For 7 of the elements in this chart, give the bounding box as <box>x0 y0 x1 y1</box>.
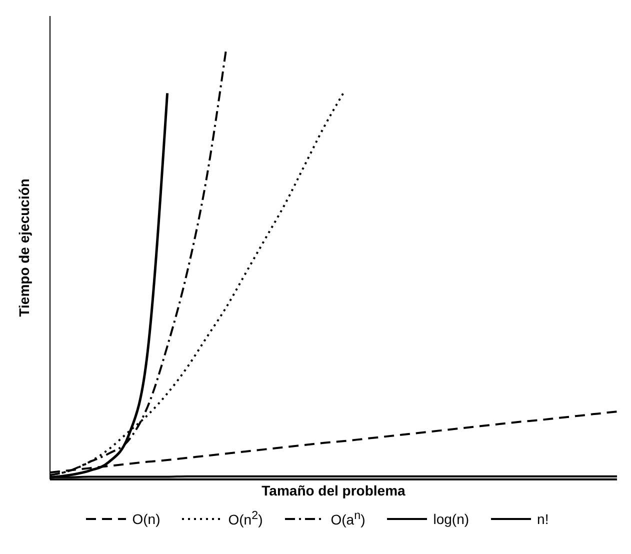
legend-label: n! <box>537 510 549 527</box>
legend-label: O(n) <box>132 510 160 527</box>
legend-label: O(a$^{n}$) <box>330 509 366 528</box>
y-axis-title: Tiempo de ejecución <box>16 178 32 317</box>
legend-label: log(n) <box>433 510 470 527</box>
legend-label: O(n$^{2}$) <box>228 509 263 528</box>
x-axis-title: Tamaño del problema <box>262 482 406 498</box>
